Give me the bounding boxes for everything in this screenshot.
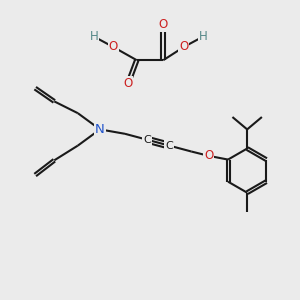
Text: H: H [90, 30, 98, 43]
Text: O: O [159, 18, 168, 32]
Text: O: O [179, 40, 188, 53]
Text: O: O [123, 77, 133, 90]
Text: C: C [143, 135, 151, 145]
Text: N: N [95, 123, 105, 136]
Text: H: H [199, 30, 207, 43]
Text: O: O [109, 40, 118, 53]
Text: O: O [204, 149, 214, 162]
Text: C: C [165, 141, 173, 151]
